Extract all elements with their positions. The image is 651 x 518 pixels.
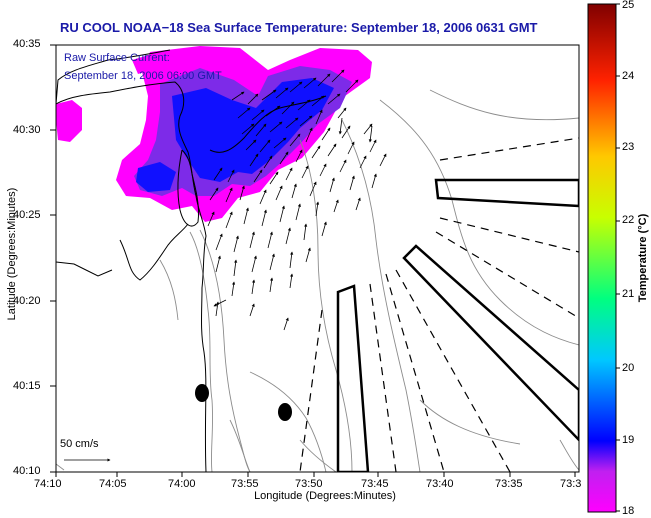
colorbar (587, 3, 617, 513)
current-vectors (207, 69, 387, 331)
x-tick-label: 74:05 (99, 478, 127, 490)
station-marker (278, 403, 292, 421)
colorbar-tick-label: 25 (622, 0, 635, 11)
y-tick-label: 40:25 (13, 209, 41, 221)
coastline (56, 49, 327, 472)
colorbar-tick-label: 23 (622, 141, 635, 153)
x-tick-label: 73:40 (426, 478, 454, 490)
y-tick-label: 40:15 (13, 380, 41, 392)
y-tick-label: 40:10 (13, 465, 41, 477)
sst-patches (56, 46, 372, 222)
y-tick-label: 40:20 (13, 295, 41, 307)
x-axis-label: Longitude (Degrees:Minutes) (254, 490, 396, 502)
overlay-line-2: September 18, 2006 06:00 GMT (64, 70, 222, 82)
x-tick-label: 73:3 (560, 478, 582, 490)
overlay-line-1: Raw Surface Current: (64, 52, 170, 64)
map-frame (55, 44, 580, 473)
scale-label: 50 cm/s (60, 438, 99, 450)
x-tick-label: 73:45 (361, 478, 389, 490)
x-tick-label: 73:50 (295, 478, 323, 490)
colorbar-tick-label: 19 (622, 434, 635, 446)
colorbar-tick-label: 21 (622, 288, 635, 300)
radar-beams (299, 137, 579, 472)
bathymetry-contours (56, 89, 579, 472)
colorbar-tick-label: 18 (622, 505, 635, 517)
x-tick-label: 73:55 (231, 478, 259, 490)
colorbar-ticks (616, 3, 620, 512)
axis-ticks (50, 44, 576, 477)
y-tick-label: 40:30 (13, 124, 41, 136)
colorbar-tick-label: 24 (622, 70, 635, 82)
x-tick-label: 74:10 (34, 478, 62, 490)
colorbar-tick-label: 22 (622, 214, 635, 226)
colorbar-tick-label: 20 (622, 362, 635, 374)
station-marker (195, 384, 209, 402)
x-tick-label: 74:00 (168, 478, 196, 490)
x-tick-label: 73:35 (495, 478, 523, 490)
map-title: RU COOL NOAA−18 Sea Surface Temperature:… (60, 20, 538, 35)
y-tick-label: 40:35 (13, 38, 41, 50)
